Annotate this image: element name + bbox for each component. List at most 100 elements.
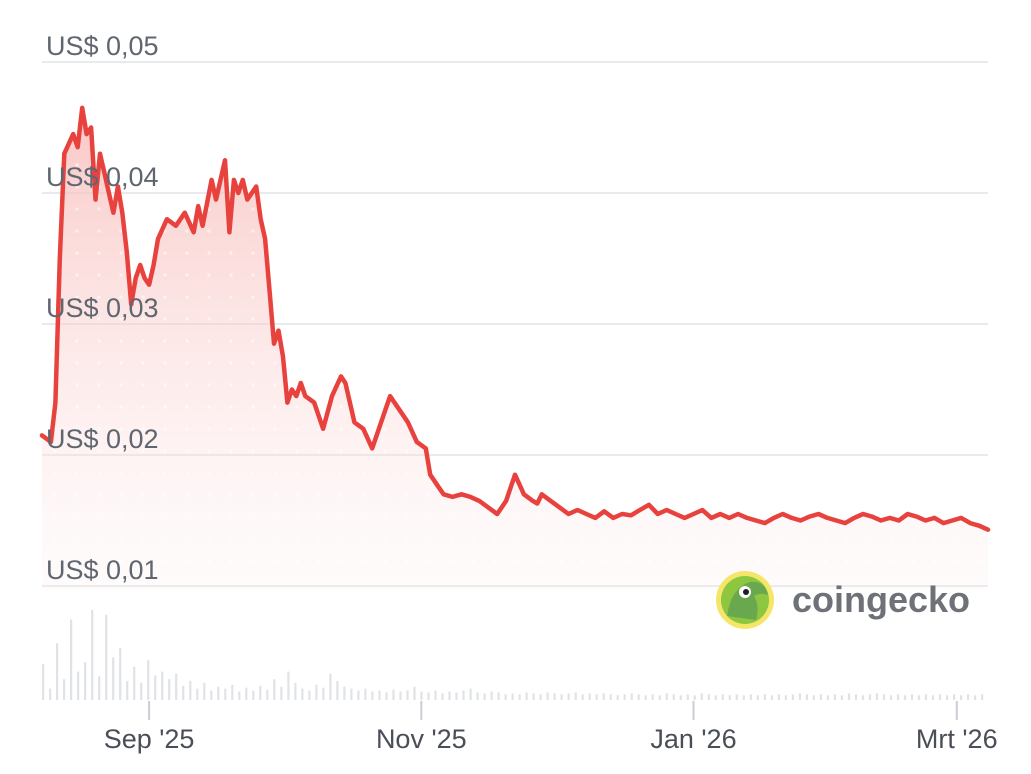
volume-bar — [245, 687, 248, 700]
volume-bar — [175, 673, 178, 700]
volume-bar — [161, 671, 164, 700]
volume-bar — [427, 692, 430, 700]
volume-bar — [588, 693, 591, 700]
volume-bar — [623, 694, 626, 700]
volume-bar — [946, 695, 949, 700]
volume-bar — [413, 686, 416, 700]
volume-bar — [938, 694, 942, 700]
volume-bar — [525, 692, 528, 700]
y-tick-label: US$ 0,05 — [46, 31, 159, 61]
volume-bar — [231, 684, 234, 700]
volume-bar — [147, 660, 150, 700]
volume-bars — [42, 610, 984, 700]
x-tick-label: Nov '25 — [376, 724, 467, 754]
volume-bar — [273, 679, 276, 700]
volume-bar — [735, 694, 738, 700]
volume-bar — [168, 679, 171, 700]
volume-bar — [672, 694, 675, 700]
volume-bar — [91, 610, 94, 700]
volume-bar — [322, 687, 325, 700]
volume-bar — [287, 671, 290, 700]
volume-bar — [553, 693, 556, 700]
volume-bar — [595, 694, 598, 700]
volume-bar — [953, 694, 956, 700]
volume-bar — [882, 694, 886, 700]
volume-bar — [560, 694, 563, 700]
volume-bar — [581, 694, 584, 700]
volume-bar — [70, 619, 73, 700]
volume-bar — [294, 682, 297, 700]
volume-bar — [644, 695, 647, 700]
volume-bar — [196, 688, 199, 700]
volume-bar — [714, 695, 717, 700]
volume-bar — [266, 689, 269, 700]
volume-bar — [350, 688, 353, 700]
volume-bar — [981, 694, 984, 700]
volume-bar — [448, 691, 451, 700]
volume-bar — [826, 695, 829, 700]
volume-bar — [630, 693, 633, 700]
x-tick-label: Sep '25 — [104, 724, 195, 754]
volume-bar — [469, 688, 472, 700]
volume-bar — [686, 694, 689, 700]
volume-bar — [217, 686, 220, 700]
volume-bar — [98, 676, 101, 700]
volume-bar — [749, 694, 752, 700]
volume-bar — [854, 694, 858, 700]
volume-bar — [455, 692, 458, 700]
volume-bar — [728, 695, 731, 700]
volume-bar — [357, 690, 360, 700]
volume-bar — [112, 657, 115, 700]
volume-bar — [819, 694, 822, 700]
volume-bar — [518, 694, 521, 700]
volume-bar — [315, 684, 318, 700]
volume-bar — [679, 695, 682, 700]
volume-bar — [203, 682, 206, 700]
volume-bar — [462, 690, 465, 700]
volume-bar — [721, 694, 724, 700]
volume-bar — [42, 664, 45, 700]
volume-bar — [385, 692, 388, 700]
volume-bar — [924, 694, 928, 700]
volume-bar — [63, 679, 66, 700]
y-tick-label: US$ 0,01 — [46, 555, 159, 585]
volume-bar — [567, 693, 570, 700]
volume-bar — [931, 695, 935, 700]
volume-bar — [182, 685, 185, 700]
volume-bar — [798, 693, 801, 700]
volume-bar — [154, 675, 157, 700]
volume-bar — [960, 695, 963, 700]
volume-bar — [875, 693, 879, 700]
volume-bar — [336, 681, 339, 700]
watermark-text: coingecko — [792, 579, 970, 620]
volume-bar — [770, 695, 773, 700]
volume-bar — [210, 690, 213, 700]
volume-bar — [406, 690, 409, 700]
volume-bar — [840, 695, 843, 700]
volume-bar — [56, 643, 59, 700]
volume-bar — [378, 690, 381, 700]
volume-bar — [364, 688, 367, 700]
volume-bar — [119, 647, 122, 700]
volume-bar — [77, 671, 80, 700]
volume-bar — [539, 694, 542, 700]
x-axis-ticks: Sep '25 Nov '25 Jan '26 Mrt '26 — [104, 701, 998, 754]
volume-bar — [609, 694, 612, 700]
volume-bar — [910, 694, 914, 700]
volume-bar — [756, 695, 759, 700]
volume-bar — [476, 692, 479, 700]
volume-bar — [329, 673, 332, 700]
volume-bar — [805, 694, 808, 700]
volume-bar — [133, 666, 136, 700]
y-tick-label: US$ 0,03 — [46, 293, 159, 323]
volume-bar — [763, 694, 766, 700]
volume-bar — [658, 695, 661, 700]
volume-bar — [889, 695, 893, 700]
volume-bar — [896, 694, 900, 700]
volume-bar — [546, 692, 549, 700]
volume-bar — [252, 690, 255, 700]
volume-bar — [917, 695, 921, 700]
volume-bar — [693, 695, 696, 700]
volume-bar — [420, 691, 423, 700]
